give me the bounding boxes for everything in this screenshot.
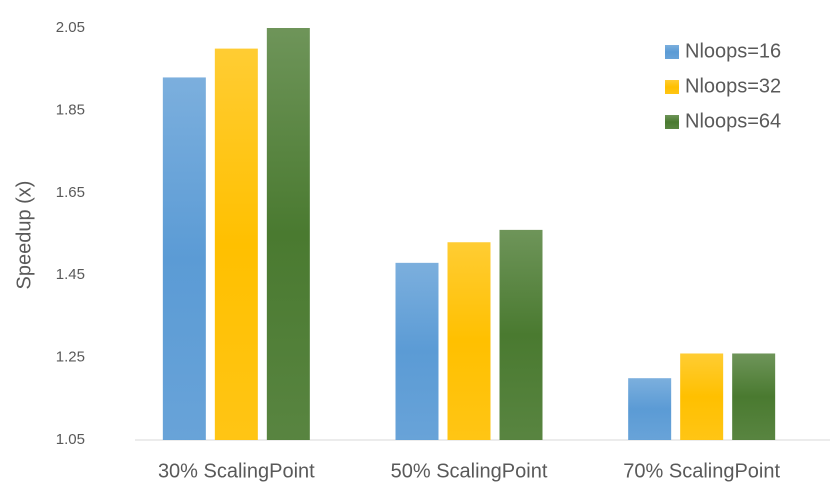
bar bbox=[266, 28, 310, 440]
y-tick-label: 1.05 bbox=[56, 431, 85, 448]
bar bbox=[395, 262, 439, 440]
legend-label: Nloops=32 bbox=[685, 75, 781, 97]
bar bbox=[447, 242, 491, 440]
y-tick-label: 1.25 bbox=[56, 349, 85, 366]
x-tick-label: 50% ScalingPoint bbox=[391, 460, 548, 482]
y-axis-title: Speedup (x) bbox=[13, 181, 35, 290]
legend-swatch bbox=[665, 115, 679, 129]
legend-label: Nloops=64 bbox=[685, 110, 781, 132]
y-tick-label: 1.45 bbox=[56, 266, 85, 283]
legend-label: Nloops=16 bbox=[685, 40, 781, 62]
bar bbox=[162, 77, 206, 440]
x-tick-label: 30% ScalingPoint bbox=[158, 460, 315, 482]
x-tick-label: 70% ScalingPoint bbox=[623, 460, 780, 482]
y-tick-label: 2.05 bbox=[56, 19, 85, 36]
y-tick-label: 1.65 bbox=[56, 184, 85, 201]
legend-swatch bbox=[665, 45, 679, 59]
legend-swatch bbox=[665, 80, 679, 94]
bar bbox=[628, 378, 672, 440]
bar bbox=[499, 229, 543, 440]
bar bbox=[214, 48, 258, 440]
y-tick-label: 1.85 bbox=[56, 101, 85, 118]
bar bbox=[732, 353, 776, 440]
bar bbox=[680, 353, 724, 440]
